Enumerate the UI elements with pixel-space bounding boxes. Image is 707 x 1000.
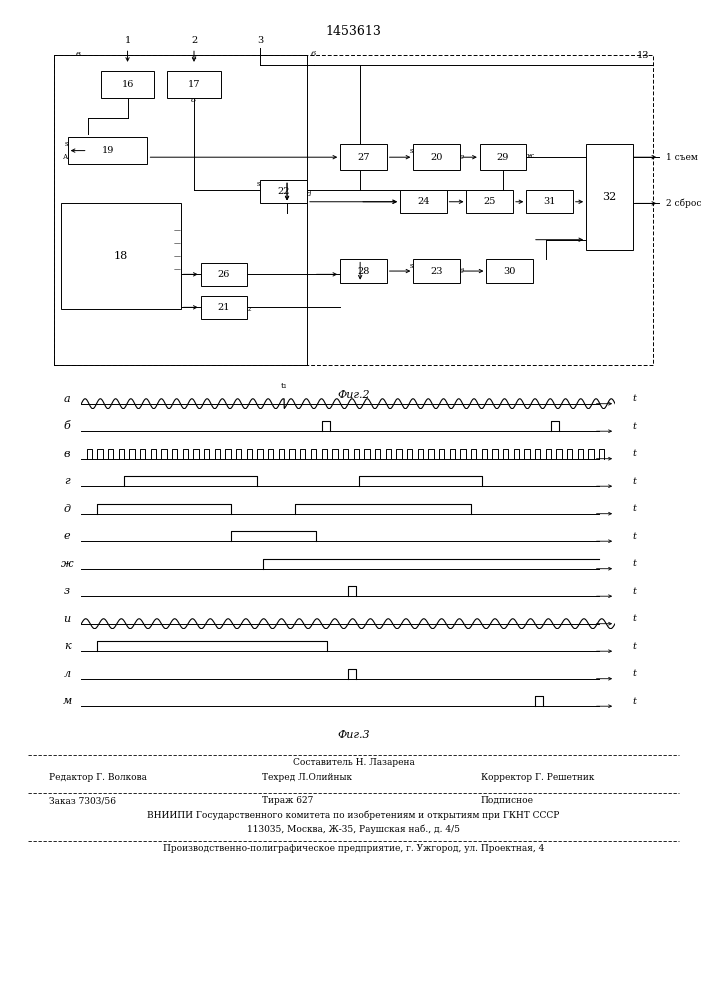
Text: a: a	[192, 53, 197, 61]
Bar	[54, 55, 307, 365]
Text: 20: 20	[431, 153, 443, 162]
Text: 21: 21	[218, 303, 230, 312]
Text: t: t	[633, 587, 636, 596]
Text: t: t	[633, 669, 636, 678]
Bar	[486, 259, 533, 283]
Text: t: t	[633, 559, 636, 568]
Text: 29: 29	[497, 153, 509, 162]
Text: Подписное: Подписное	[481, 796, 534, 805]
Text: д: д	[64, 504, 71, 514]
Text: 2: 2	[191, 36, 197, 45]
Text: t: t	[633, 532, 636, 541]
Text: t: t	[633, 697, 636, 706]
Text: z: z	[247, 305, 251, 313]
Text: ВНИИПИ Государственного комитета по изобретениям и открытиям при ГКНТ СССР: ВНИИПИ Государственного комитета по изоб…	[147, 811, 560, 820]
Text: s: s	[257, 180, 260, 188]
Text: e: e	[460, 153, 464, 161]
Text: 30: 30	[503, 267, 516, 276]
Text: t: t	[633, 394, 636, 403]
Text: 31: 31	[543, 197, 556, 206]
Text: t₁: t₁	[281, 382, 288, 390]
Bar	[68, 137, 148, 164]
Text: Фиг.3: Фиг.3	[337, 730, 370, 740]
Text: t: t	[633, 422, 636, 431]
Text: 17: 17	[188, 80, 200, 89]
Text: 16: 16	[122, 80, 134, 89]
Text: Редактор Г. Волкова: Редактор Г. Волкова	[49, 773, 148, 782]
Text: s: s	[64, 140, 68, 148]
Text: м: м	[62, 696, 72, 706]
Text: —: —	[174, 253, 181, 259]
Text: Техред Л.Олийнык: Техред Л.Олийнык	[262, 773, 351, 782]
Text: з: з	[64, 586, 70, 596]
Text: г: г	[64, 476, 70, 486]
Text: 26: 26	[218, 270, 230, 279]
Text: a: a	[64, 394, 71, 404]
Text: 23: 23	[431, 267, 443, 276]
Bar	[201, 263, 247, 286]
Bar	[201, 296, 247, 319]
Text: 113035, Москва, Ж-35, Раушская наб., д. 4/5: 113035, Москва, Ж-35, Раушская наб., д. …	[247, 824, 460, 834]
Text: 13: 13	[636, 51, 649, 60]
Text: 8: 8	[192, 96, 197, 104]
Text: к: к	[64, 641, 71, 651]
Text: Фиг.2: Фиг.2	[337, 390, 370, 400]
Text: в: в	[75, 50, 80, 58]
Text: 1453613: 1453613	[325, 25, 382, 38]
Text: 32: 32	[602, 192, 617, 202]
Bar	[526, 190, 573, 213]
Bar	[340, 144, 387, 170]
Text: л: л	[64, 669, 71, 679]
Text: t: t	[633, 504, 636, 513]
Text: Корректор Г. Решетник: Корректор Г. Решетник	[481, 773, 594, 782]
Bar	[414, 144, 460, 170]
Text: в: в	[64, 449, 71, 459]
Text: Тираж 627: Тираж 627	[262, 796, 313, 805]
Bar	[480, 144, 526, 170]
Text: 22: 22	[277, 187, 290, 196]
Text: s: s	[410, 147, 414, 155]
Bar	[168, 71, 221, 98]
Bar	[400, 190, 447, 213]
Text: 3: 3	[257, 36, 264, 45]
Text: 25: 25	[484, 197, 496, 206]
Bar	[467, 190, 513, 213]
Text: 1 съем: 1 съем	[666, 153, 698, 162]
Text: Заказ 7303/56: Заказ 7303/56	[49, 796, 117, 805]
Text: 2 сброс: 2 сброс	[666, 199, 701, 208]
Text: ё: ё	[460, 267, 464, 275]
Text: Составитель Н. Лазарена: Составитель Н. Лазарена	[293, 758, 414, 767]
Text: 24: 24	[417, 197, 430, 206]
Text: —: —	[174, 227, 181, 233]
Text: Производственно-полиграфическое предприятие, г. Ужгород, ул. Проектная, 4: Производственно-полиграфическое предприя…	[163, 844, 544, 853]
Text: е: е	[64, 531, 71, 541]
Text: 1: 1	[124, 36, 131, 45]
Text: А: А	[62, 153, 68, 161]
Bar	[340, 259, 387, 283]
Text: 6: 6	[311, 50, 316, 58]
Text: s: s	[410, 262, 414, 270]
Text: —: —	[174, 266, 181, 272]
Text: 18: 18	[114, 251, 128, 261]
Bar	[101, 71, 154, 98]
Text: d: d	[307, 190, 312, 198]
Text: t: t	[633, 449, 636, 458]
Text: ж: ж	[526, 152, 534, 160]
Text: и: и	[64, 614, 71, 624]
Text: t: t	[633, 642, 636, 651]
Text: б: б	[64, 421, 71, 431]
Text: 28: 28	[357, 267, 370, 276]
Text: —: —	[174, 240, 181, 246]
Text: 19: 19	[101, 146, 114, 155]
Bar	[414, 259, 460, 283]
Bar	[61, 203, 181, 309]
Text: t: t	[633, 614, 636, 623]
Text: 27: 27	[357, 153, 370, 162]
Text: ж: ж	[61, 559, 74, 569]
Text: t: t	[633, 477, 636, 486]
Bar	[260, 180, 307, 203]
Bar	[586, 144, 633, 250]
